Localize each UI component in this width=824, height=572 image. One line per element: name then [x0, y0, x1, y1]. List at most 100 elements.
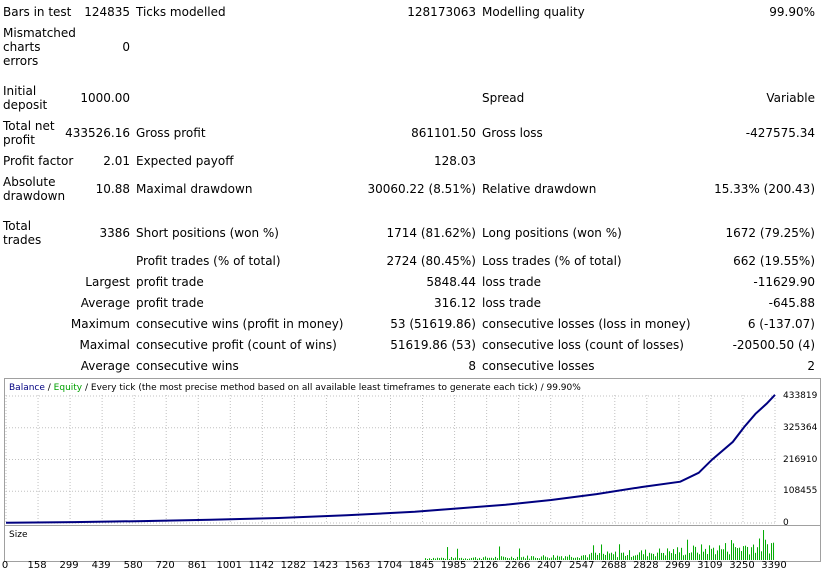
size-bar: [583, 555, 585, 560]
size-bar: [691, 552, 693, 560]
size-bar: [457, 548, 459, 560]
size-bar: [565, 556, 567, 560]
size-bar: [759, 538, 761, 560]
loss-trades-label: Loss trades (% of total): [482, 254, 622, 268]
x-tick-label: 3390: [761, 560, 787, 571]
size-bar: [737, 548, 739, 560]
size-bar: [741, 551, 743, 560]
chart-legend: Balance / Equity / Every tick (the most …: [9, 383, 581, 393]
size-bar: [669, 551, 671, 560]
size-bar: [553, 555, 555, 560]
x-tick-label: 1142: [248, 560, 275, 571]
size-bar: [481, 558, 483, 560]
size-label: Size: [9, 530, 28, 540]
size-bar: [521, 557, 523, 560]
size-bar: [739, 547, 741, 560]
short-positions-label: Short positions (won %): [136, 226, 279, 240]
max-consecutive-losses-value: 6 (-137.07): [747, 317, 815, 331]
size-bar: [725, 543, 727, 560]
size-bar: [539, 558, 541, 560]
spread-value: Variable: [766, 91, 815, 105]
size-bar: [653, 553, 655, 560]
x-tick-label: 720: [155, 560, 175, 571]
size-bar: [597, 554, 599, 560]
size-bar: [639, 552, 641, 560]
size-bar: [451, 556, 453, 560]
size-bar: [713, 547, 715, 560]
size-bar: [569, 554, 571, 560]
size-bar: [579, 557, 581, 560]
size-bar: [601, 544, 603, 560]
average-loss-value: -645.88: [768, 296, 815, 310]
size-bar: [535, 557, 537, 560]
profit-factor-value: 2.01: [103, 154, 130, 168]
size-bar: [605, 554, 607, 560]
x-tick-label: 580: [123, 560, 143, 571]
size-bar: [447, 547, 449, 560]
size-bar: [665, 555, 667, 560]
size-bar: [547, 557, 549, 560]
size-bar: [497, 558, 499, 560]
size-bar: [525, 558, 527, 560]
maximal-drawdown-label: Maximal drawdown: [136, 182, 253, 196]
size-bar: [545, 556, 547, 560]
size-bar: [717, 550, 719, 560]
size-bar: [629, 550, 631, 560]
size-bar: [455, 557, 457, 560]
size-bar: [429, 558, 431, 560]
bars-in-test-label: Bars in test: [3, 5, 72, 19]
size-bar: [459, 558, 461, 560]
y-tick-label: 216910: [783, 454, 818, 465]
size-chart-svg: [425, 530, 775, 560]
size-bar: [555, 557, 557, 560]
size-bar: [673, 549, 675, 560]
size-bar: [577, 557, 579, 560]
avg-consecutive-wins-value: 8: [468, 359, 476, 373]
size-bar: [773, 542, 775, 560]
size-bar: [433, 557, 435, 560]
gross-profit-value: 861101.50: [411, 126, 476, 140]
max-consecutive-wins-value: 53 (51619.86): [390, 317, 476, 331]
size-bar: [445, 558, 447, 560]
size-bar: [623, 552, 625, 560]
size-bar: [437, 557, 439, 560]
relative-drawdown-label: Relative drawdown: [482, 182, 597, 196]
size-bar: [467, 558, 469, 560]
size-bar: [685, 554, 687, 560]
size-bar: [671, 553, 673, 560]
size-bar: [603, 553, 605, 560]
size-bar: [771, 543, 773, 560]
size-bar: [549, 558, 551, 560]
legend-slash: /: [44, 383, 54, 393]
y-tick-label: 0: [783, 518, 789, 528]
size-bar: [743, 546, 745, 560]
y-tick-label: 325364: [783, 422, 818, 433]
size-bar: [425, 558, 427, 560]
size-bar: [657, 552, 659, 560]
size-bar: [567, 556, 569, 560]
x-tick-label: 1423: [312, 560, 339, 571]
size-bar: [761, 551, 763, 560]
average-loss-label: loss trade: [482, 296, 541, 310]
size-bar: [533, 556, 535, 560]
size-bar: [493, 558, 495, 560]
size-bar: [469, 558, 471, 560]
size-bar: [701, 544, 703, 560]
size-bar: [709, 545, 711, 560]
size-bar: [619, 544, 621, 560]
size-bar: [573, 557, 575, 560]
x-tick-label: 861: [187, 560, 207, 571]
size-bar: [461, 557, 463, 560]
size-bar: [613, 554, 615, 560]
size-bar: [575, 557, 577, 560]
max-consecutive-wins-label: consecutive wins (profit in money): [136, 317, 344, 331]
size-bar: [627, 555, 629, 560]
x-tick-label: 439: [91, 560, 111, 571]
size-bar: [733, 543, 735, 560]
size-bar: [571, 556, 573, 560]
size-bar: [723, 549, 725, 560]
size-bar: [703, 551, 705, 560]
size-bar: [679, 552, 681, 560]
size-bar: [615, 551, 617, 560]
size-bar: [463, 558, 465, 560]
